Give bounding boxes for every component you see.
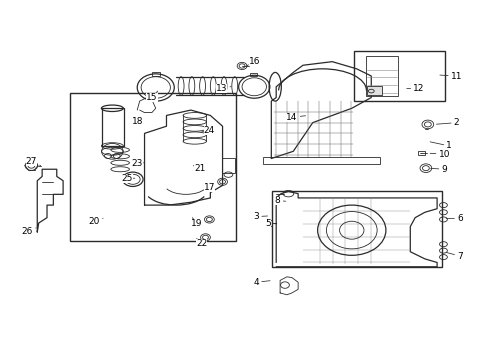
Text: 9: 9 <box>430 165 447 174</box>
Text: 12: 12 <box>406 84 424 93</box>
Bar <box>250 73 257 76</box>
Bar <box>152 72 159 76</box>
Text: 4: 4 <box>253 278 269 287</box>
Bar <box>263 157 379 164</box>
Text: 23: 23 <box>131 159 143 168</box>
Text: 18: 18 <box>132 117 143 126</box>
Text: 26: 26 <box>22 228 36 237</box>
Text: 13: 13 <box>215 84 231 93</box>
Text: 25: 25 <box>122 174 135 183</box>
Bar <box>267 220 272 226</box>
Text: 2: 2 <box>436 118 459 127</box>
Text: 20: 20 <box>88 217 103 226</box>
Text: 14: 14 <box>285 113 305 122</box>
Bar <box>102 108 123 146</box>
Text: 24: 24 <box>201 126 215 135</box>
Bar <box>353 51 445 101</box>
Text: 17: 17 <box>203 183 215 192</box>
Bar <box>417 151 424 155</box>
Bar <box>271 192 442 267</box>
Text: 8: 8 <box>274 196 285 205</box>
Text: 6: 6 <box>446 214 462 223</box>
Bar <box>221 158 235 173</box>
Text: 5: 5 <box>265 219 276 228</box>
Text: 27: 27 <box>26 157 41 166</box>
Text: 21: 21 <box>193 164 205 173</box>
Text: 16: 16 <box>246 57 260 66</box>
Text: 3: 3 <box>253 212 267 221</box>
Text: 22: 22 <box>196 238 207 248</box>
Text: 19: 19 <box>191 218 203 228</box>
Text: 7: 7 <box>445 252 462 261</box>
Text: 11: 11 <box>439 72 462 81</box>
Bar <box>366 86 381 95</box>
Text: 15: 15 <box>146 91 158 102</box>
Bar <box>70 93 236 241</box>
Text: 10: 10 <box>429 150 449 159</box>
Text: 1: 1 <box>429 141 451 150</box>
Bar <box>366 56 397 96</box>
